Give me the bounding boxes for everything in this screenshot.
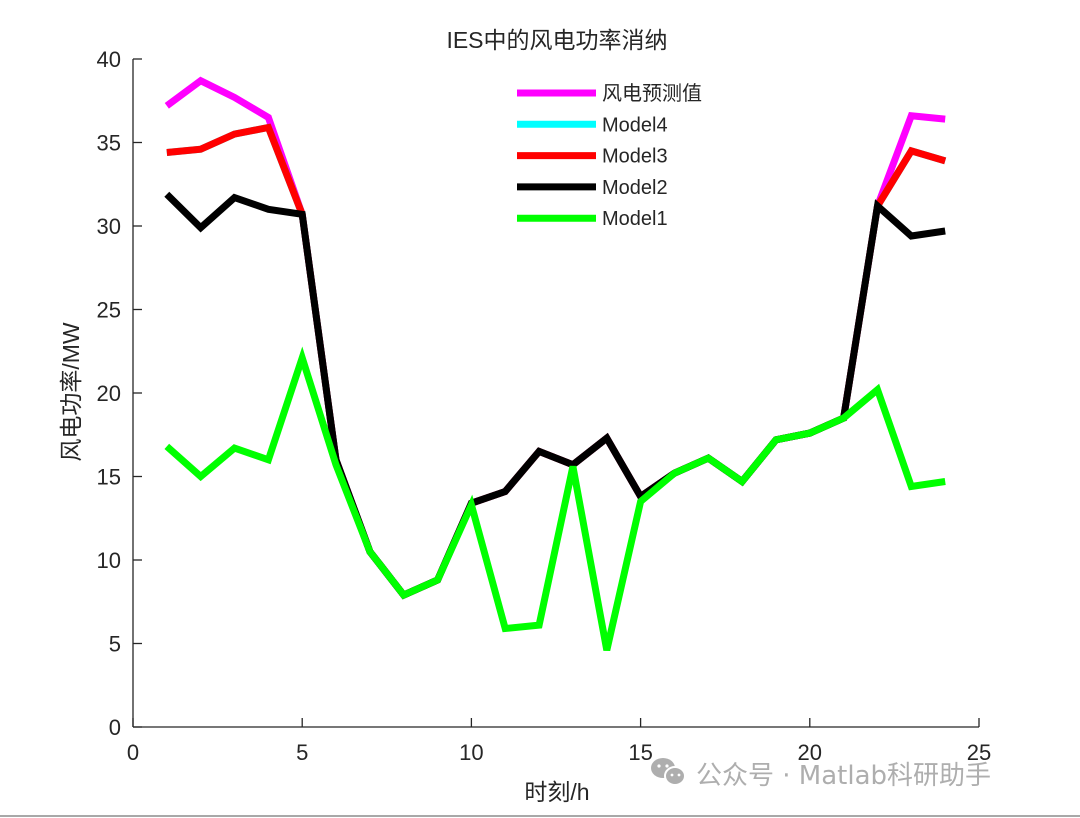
legend: 风电预测值 Model4 Model3 Model2 Model1 xyxy=(517,82,702,230)
watermark-text: 公众号 · Matlab科研助手 xyxy=(696,761,991,791)
svg-text:Model1: Model1 xyxy=(602,208,668,230)
wechat-icon xyxy=(651,758,686,786)
y-tick-label: 25 xyxy=(97,298,121,323)
axes: 0 5 10 15 20 25 0 5 10 15 20 25 30 35 40 xyxy=(97,47,992,765)
y-tick-label: 30 xyxy=(97,214,121,239)
svg-text:风电预测值: 风电预测值 xyxy=(602,82,702,105)
bottom-rule xyxy=(0,815,1080,817)
y-axis-label: 风电功率/MW xyxy=(58,322,84,462)
y-tick-label: 20 xyxy=(97,381,121,406)
legend-item: Model4 xyxy=(517,114,668,136)
series-line-4 xyxy=(164,346,946,651)
svg-text:Model4: Model4 xyxy=(602,114,668,136)
x-tick-label: 10 xyxy=(459,740,483,765)
x-tick-label: 0 xyxy=(127,740,139,765)
y-tick-label: 35 xyxy=(97,131,121,156)
svg-text:Model2: Model2 xyxy=(602,177,668,199)
svg-text:Model3: Model3 xyxy=(602,146,668,168)
legend-item: Model3 xyxy=(517,146,668,168)
watermark: 公众号 · Matlab科研助手 xyxy=(651,758,991,791)
chart-title: IES中的风电功率消纳 xyxy=(446,27,667,53)
y-tick-label: 40 xyxy=(97,47,121,72)
x-tick-label: 5 xyxy=(296,740,308,765)
plot-lines xyxy=(164,76,947,651)
y-tick-label: 5 xyxy=(109,632,121,657)
y-tick-label: 10 xyxy=(97,548,121,573)
x-tick-label: 20 xyxy=(798,740,822,765)
y-tick-label: 15 xyxy=(97,465,121,490)
legend-item: Model2 xyxy=(517,177,668,199)
series-line-1 xyxy=(166,123,947,600)
series-line-2 xyxy=(166,123,947,600)
legend-item: 风电预测值 xyxy=(517,82,702,105)
x-axis-label: 时刻/h xyxy=(524,779,589,805)
x-tick-label: 25 xyxy=(967,740,991,765)
x-tick-label: 15 xyxy=(628,740,652,765)
legend-item: Model1 xyxy=(517,208,668,230)
y-tick-label: 0 xyxy=(109,715,121,740)
